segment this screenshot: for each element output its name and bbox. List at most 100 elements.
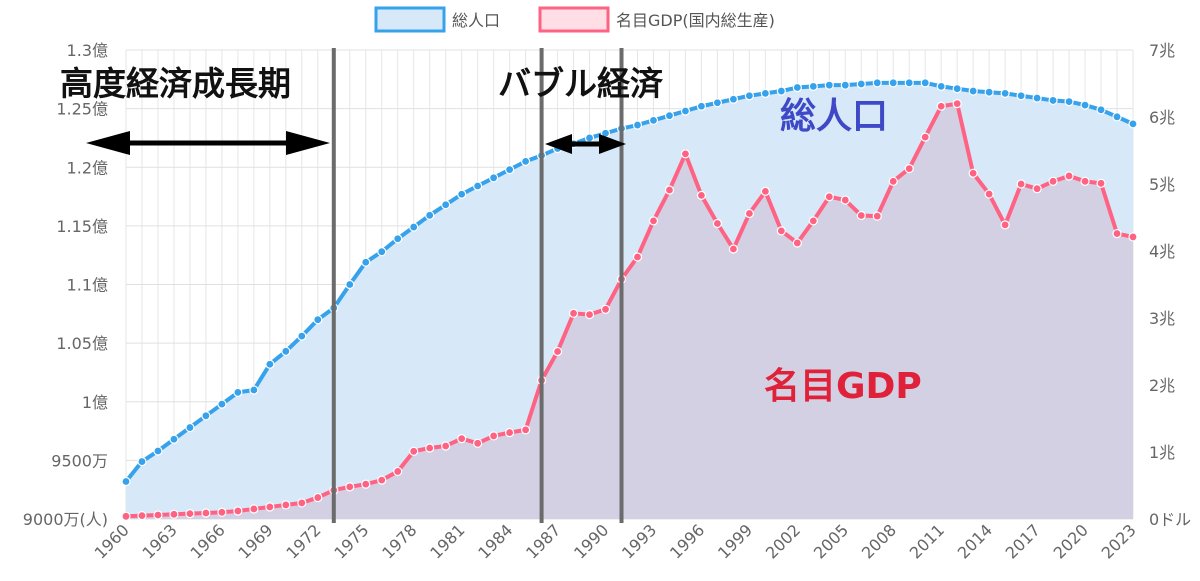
point-population[interactable]	[760, 88, 770, 98]
legend-item-population[interactable]: 総人口	[374, 6, 500, 33]
point-gdp[interactable]	[1080, 176, 1090, 186]
point-population[interactable]	[489, 173, 499, 183]
point-gdp[interactable]	[888, 176, 898, 186]
point-gdp[interactable]	[840, 195, 850, 205]
point-gdp[interactable]	[760, 186, 770, 196]
point-gdp[interactable]	[233, 506, 243, 516]
point-population[interactable]	[792, 82, 802, 93]
point-gdp[interactable]	[632, 252, 643, 262]
point-population[interactable]	[169, 434, 179, 444]
point-population[interactable]	[712, 98, 723, 108]
point-gdp[interactable]	[489, 431, 499, 441]
point-population[interactable]	[840, 80, 850, 90]
point-population[interactable]	[505, 164, 515, 175]
point-population[interactable]	[1112, 112, 1122, 122]
point-gdp[interactable]	[281, 500, 291, 510]
point-population[interactable]	[1096, 105, 1106, 115]
point-gdp[interactable]	[824, 192, 834, 202]
point-gdp[interactable]	[121, 511, 131, 521]
point-gdp[interactable]	[137, 511, 147, 521]
point-population[interactable]	[952, 84, 962, 94]
point-gdp[interactable]	[808, 216, 818, 226]
point-gdp[interactable]	[521, 425, 531, 435]
point-population[interactable]	[1048, 95, 1058, 106]
point-population[interactable]	[137, 456, 147, 467]
point-population[interactable]	[281, 346, 291, 356]
point-population[interactable]	[1128, 119, 1138, 129]
point-gdp[interactable]	[712, 218, 723, 229]
point-population[interactable]	[936, 81, 946, 91]
point-gdp[interactable]	[185, 509, 195, 519]
point-population[interactable]	[345, 279, 355, 290]
point-gdp[interactable]	[409, 446, 419, 456]
legend-item-gdp[interactable]: 名目GDP(国内総生産)	[538, 6, 775, 33]
point-gdp[interactable]	[744, 208, 754, 219]
point-gdp[interactable]	[584, 310, 595, 320]
point-population[interactable]	[1000, 88, 1010, 98]
point-gdp[interactable]	[1048, 176, 1058, 186]
point-gdp[interactable]	[968, 168, 978, 178]
point-population[interactable]	[1016, 91, 1026, 101]
point-population[interactable]	[968, 86, 978, 96]
point-gdp[interactable]	[153, 510, 163, 520]
point-gdp[interactable]	[1096, 178, 1106, 188]
point-population[interactable]	[473, 181, 483, 191]
point-population[interactable]	[808, 81, 818, 91]
point-population[interactable]	[153, 446, 163, 456]
point-gdp[interactable]	[1128, 232, 1138, 242]
point-gdp[interactable]	[600, 304, 611, 314]
point-population[interactable]	[265, 359, 275, 369]
point-gdp[interactable]	[425, 443, 435, 453]
point-population[interactable]	[201, 411, 211, 421]
point-population[interactable]	[664, 111, 675, 121]
point-gdp[interactable]	[473, 438, 483, 448]
point-gdp[interactable]	[169, 509, 179, 519]
point-population[interactable]	[1064, 96, 1074, 107]
point-gdp[interactable]	[505, 427, 515, 438]
point-population[interactable]	[680, 106, 691, 116]
point-population[interactable]	[217, 399, 227, 409]
point-population[interactable]	[409, 222, 419, 232]
point-gdp[interactable]	[872, 211, 882, 221]
point-gdp[interactable]	[1032, 184, 1042, 194]
point-population[interactable]	[888, 78, 898, 88]
point-population[interactable]	[776, 86, 786, 96]
point-gdp[interactable]	[1000, 220, 1010, 230]
point-population[interactable]	[233, 387, 243, 397]
point-gdp[interactable]	[1016, 179, 1026, 189]
point-population[interactable]	[920, 78, 930, 88]
point-gdp[interactable]	[217, 507, 227, 517]
point-gdp[interactable]	[265, 502, 275, 512]
point-population[interactable]	[457, 189, 467, 199]
point-population[interactable]	[904, 78, 914, 88]
point-population[interactable]	[584, 133, 595, 143]
point-gdp[interactable]	[201, 508, 211, 518]
point-gdp[interactable]	[728, 244, 738, 254]
point-gdp[interactable]	[313, 492, 323, 503]
point-gdp[interactable]	[361, 479, 371, 489]
point-population[interactable]	[377, 247, 387, 257]
point-population[interactable]	[441, 200, 451, 210]
point-population[interactable]	[393, 234, 403, 244]
point-gdp[interactable]	[457, 434, 467, 444]
point-gdp[interactable]	[792, 238, 802, 248]
point-gdp[interactable]	[552, 346, 563, 357]
point-gdp[interactable]	[441, 441, 451, 451]
point-population[interactable]	[361, 257, 371, 267]
point-gdp[interactable]	[680, 149, 691, 159]
point-population[interactable]	[185, 422, 195, 433]
point-gdp[interactable]	[936, 101, 946, 111]
point-gdp[interactable]	[1112, 228, 1122, 239]
point-gdp[interactable]	[696, 190, 707, 200]
point-population[interactable]	[313, 315, 323, 325]
point-gdp[interactable]	[952, 98, 962, 109]
point-gdp[interactable]	[920, 132, 930, 142]
point-population[interactable]	[744, 91, 754, 101]
point-gdp[interactable]	[648, 216, 659, 226]
point-gdp[interactable]	[776, 226, 786, 236]
point-population[interactable]	[249, 385, 259, 395]
point-gdp[interactable]	[345, 482, 355, 492]
point-gdp[interactable]	[664, 185, 675, 195]
legend[interactable]: 総人口 名目GDP(国内総生産)	[374, 6, 775, 33]
point-gdp[interactable]	[856, 210, 866, 221]
